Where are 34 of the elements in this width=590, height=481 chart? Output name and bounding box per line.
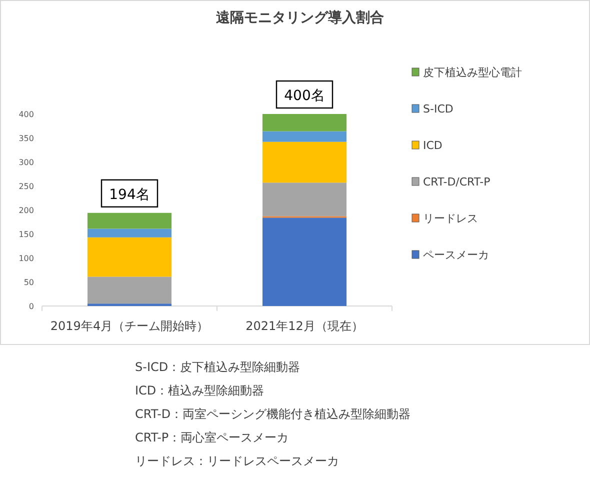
y-tick-label: 0 (28, 302, 34, 311)
chart-title: 遠隔モニタリング導入割合 (215, 9, 384, 26)
text: CRT-D：両室ペーシング機能付き植込み型除細動器 (135, 407, 411, 421)
legend-label: リードレス (423, 212, 478, 225)
legend-label: ペースメーカ (423, 248, 489, 262)
bar (262, 131, 346, 142)
bar (88, 228, 172, 238)
total-label: 194名 (109, 186, 150, 203)
y-tick-label: 400 (18, 110, 34, 119)
x-tick-label: 2021年12月（現在） (246, 319, 364, 333)
bar (88, 276, 172, 304)
text: ICD：植込み型除細動器 (135, 384, 264, 398)
text: リードレス：リードレスペースメーカ (135, 454, 339, 468)
y-tick-label: 250 (18, 182, 34, 191)
x-tick-label: 2019年4月（チーム開始時） (50, 319, 209, 333)
y-tick-label: 100 (18, 254, 34, 263)
y-tick-label: 200 (18, 206, 34, 215)
legend-label: S-ICD (423, 102, 454, 116)
bar (262, 114, 346, 132)
bar (88, 212, 172, 229)
total-label: 400名 (284, 88, 325, 104)
legend-label: CRT-D/CRT-P (423, 176, 491, 188)
bar (262, 142, 346, 183)
bar (262, 218, 346, 306)
bar (88, 237, 172, 277)
y-tick-label: 150 (18, 230, 34, 239)
y-tick-label: 300 (18, 158, 34, 167)
y-tick-label: 350 (18, 134, 34, 143)
text: S-ICD：皮下植込み型除細動器 (135, 360, 300, 374)
y-tick-label: 50 (24, 278, 34, 287)
text: CRT-P：両心室ペースメーカ (135, 430, 289, 444)
legend-label: 皮下植込み型心電計 (423, 66, 522, 79)
legend-label: ICD (423, 139, 442, 152)
bar (262, 182, 346, 216)
